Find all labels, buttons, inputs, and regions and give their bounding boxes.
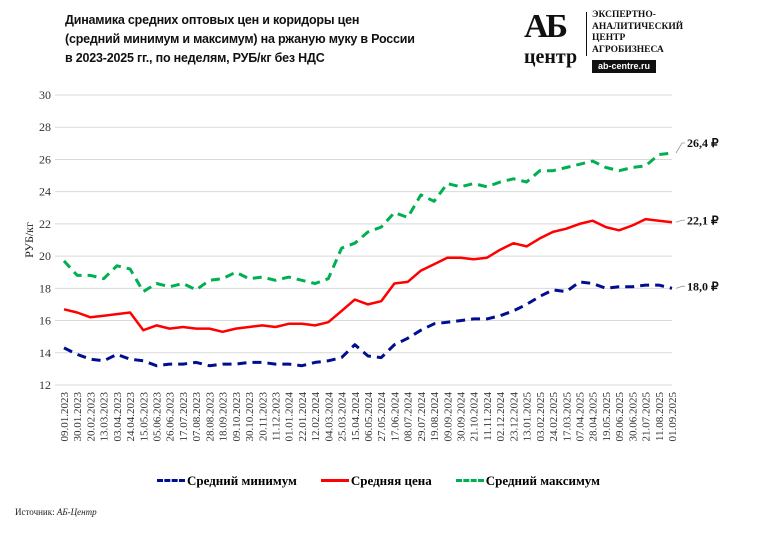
x-tick-label: 11.08.2025 bbox=[654, 392, 666, 442]
x-tick-label: 27.05.2024 bbox=[376, 392, 388, 442]
x-tick-label: 01.09.2025 bbox=[667, 392, 679, 442]
x-tick-label: 17.03.2025 bbox=[561, 392, 573, 442]
y-tick-label: 12 bbox=[39, 378, 51, 392]
x-tick-label: 19.05.2025 bbox=[601, 392, 613, 442]
end-value-label: 18,0 ₽ bbox=[687, 279, 719, 293]
x-tick-label: 03.04.2023 bbox=[112, 392, 124, 442]
end-label-leader bbox=[675, 142, 685, 154]
x-tick-label: 30.01.2023 bbox=[72, 392, 84, 442]
logo-line: АНАЛИТИЧЕСКИЙ bbox=[592, 21, 684, 32]
logo-divider bbox=[586, 12, 587, 56]
legend-item: Средний минимум bbox=[157, 473, 297, 489]
series-line-2 bbox=[62, 151, 673, 294]
title-line: (средний минимум и максимум) на ржаную м… bbox=[65, 32, 415, 46]
y-tick-label: 20 bbox=[39, 249, 51, 263]
x-tick-label: 11.11.2024 bbox=[482, 392, 494, 441]
x-tick-label: 19.08.2024 bbox=[429, 392, 441, 442]
x-tick-label: 12.02.2024 bbox=[310, 392, 322, 442]
legend-label: Средний максимум bbox=[485, 472, 600, 488]
legend-item: Средний максимум bbox=[455, 472, 600, 489]
y-axis-label: РУБ/кг bbox=[22, 222, 36, 258]
legend: Средний минимум Средняя цена Средний макси… bbox=[0, 470, 757, 489]
logo-text: ЭКСПЕРТНО- АНАЛИТИЧЕСКИЙ ЦЕНТР АГРОБИЗНЕ… bbox=[592, 10, 683, 56]
x-tick-label: 09.01.2023 bbox=[59, 392, 71, 442]
legend-item: Средняя цена bbox=[320, 472, 432, 489]
x-tick-label: 05.06.2023 bbox=[152, 392, 164, 442]
x-tick-label: 13.03.2023 bbox=[99, 392, 111, 442]
x-tick-label: 08.07.2024 bbox=[403, 392, 415, 442]
x-tick-label: 15.05.2023 bbox=[138, 392, 150, 442]
x-tick-label: 02.12.2024 bbox=[495, 392, 507, 442]
x-tick-label: 29.07.2024 bbox=[416, 392, 428, 442]
y-tick-label: 18 bbox=[39, 281, 51, 295]
x-tick-label: 30.10.2023 bbox=[244, 392, 256, 442]
x-tick-label: 17.07.2023 bbox=[178, 392, 190, 442]
title-line: Динамика средних оптовых цен и коридоры … bbox=[65, 13, 360, 27]
x-tick-label: 20.11.2023 bbox=[257, 392, 269, 442]
end-value-label: 22,1 ₽ bbox=[687, 213, 719, 227]
logo-site: ab-centre.ru bbox=[592, 60, 657, 73]
x-tick-label: 09.10.2023 bbox=[231, 392, 243, 442]
x-tick-label: 17.06.2024 bbox=[389, 392, 401, 442]
x-tick-label: 21.10.2024 bbox=[469, 392, 481, 442]
logo-line: АГРОБИЗНЕСА bbox=[592, 44, 664, 55]
series-line-0 bbox=[63, 280, 673, 368]
title-line: в 2023-2025 гг., по неделям, РУБ/кг без … bbox=[65, 51, 325, 65]
x-tick-label: 07.08.2023 bbox=[191, 392, 203, 442]
source-note: Источник: АБ-Центр bbox=[15, 507, 97, 517]
x-tick-label: 24.02.2025 bbox=[548, 392, 560, 442]
x-tick-label: 30.09.2024 bbox=[456, 392, 468, 442]
x-tick-label: 30.06.2025 bbox=[627, 392, 639, 442]
end-label-leader bbox=[675, 285, 685, 289]
x-tick-label: 22.01.2024 bbox=[297, 392, 309, 442]
end-value-label: 26,4 ₽ bbox=[687, 136, 719, 150]
x-tick-label: 11.12.2023 bbox=[270, 392, 282, 442]
x-tick-label: 03.02.2025 bbox=[535, 392, 547, 442]
x-tick-label: 18.09.2023 bbox=[218, 392, 230, 442]
x-tick-label: 06.05.2024 bbox=[363, 392, 375, 442]
x-tick-label: 28.04.2025 bbox=[588, 392, 600, 442]
x-tick-label: 15.04.2024 bbox=[350, 392, 362, 442]
x-tick-label: 09.09.2024 bbox=[442, 392, 454, 442]
logo-line: ЭКСПЕРТНО- bbox=[592, 10, 656, 20]
legend-swatch bbox=[455, 479, 484, 482]
y-tick-label: 26 bbox=[39, 152, 51, 166]
y-tick-label: 16 bbox=[39, 314, 51, 328]
source-label: Источник: bbox=[15, 507, 55, 517]
legend-label: Средняя цена bbox=[350, 472, 432, 488]
source-value: АБ-Центр bbox=[56, 507, 97, 517]
logo-ab: АБ bbox=[524, 8, 568, 45]
legend-label: Средний минимум bbox=[187, 472, 297, 488]
legend-swatch bbox=[157, 479, 185, 482]
x-tick-label: 13.01.2025 bbox=[522, 392, 534, 442]
series-line-1 bbox=[63, 217, 673, 334]
x-tick-label: 25.03.2024 bbox=[337, 392, 349, 442]
x-tick-label: 28.08.2023 bbox=[204, 392, 216, 442]
y-tick-label: 22 bbox=[39, 217, 51, 231]
x-tick-label: 21.07.2025 bbox=[641, 392, 653, 442]
y-tick-label: 30 bbox=[39, 88, 51, 102]
y-tick-label: 28 bbox=[39, 120, 51, 134]
end-label-leader bbox=[675, 219, 685, 223]
x-tick-label: 24.04.2023 bbox=[125, 392, 137, 442]
logo-centr: центр bbox=[524, 46, 578, 68]
x-tick-label: 20.02.2023 bbox=[85, 392, 97, 442]
x-tick-label: 01.01.2024 bbox=[284, 392, 296, 442]
x-tick-label: 04.03.2024 bbox=[323, 392, 335, 442]
x-tick-label: 07.04.2025 bbox=[574, 392, 586, 442]
logo-line: ЦЕНТР bbox=[592, 33, 626, 43]
ab-centre-logo: АБ центр ЭКСПЕРТНО- АНАЛИТИЧЕСКИЙ ЦЕНТР … bbox=[524, 10, 694, 74]
chart-title: Динамика средних оптовых цен и коридоры … bbox=[65, 11, 415, 68]
y-tick-label: 24 bbox=[39, 185, 51, 199]
y-tick-label: 14 bbox=[39, 346, 51, 360]
x-tick-label: 09.06.2025 bbox=[614, 392, 626, 442]
x-tick-label: 23.12.2024 bbox=[508, 392, 520, 442]
x-tick-label: 26.06.2023 bbox=[165, 392, 177, 442]
legend-swatch bbox=[320, 479, 349, 482]
